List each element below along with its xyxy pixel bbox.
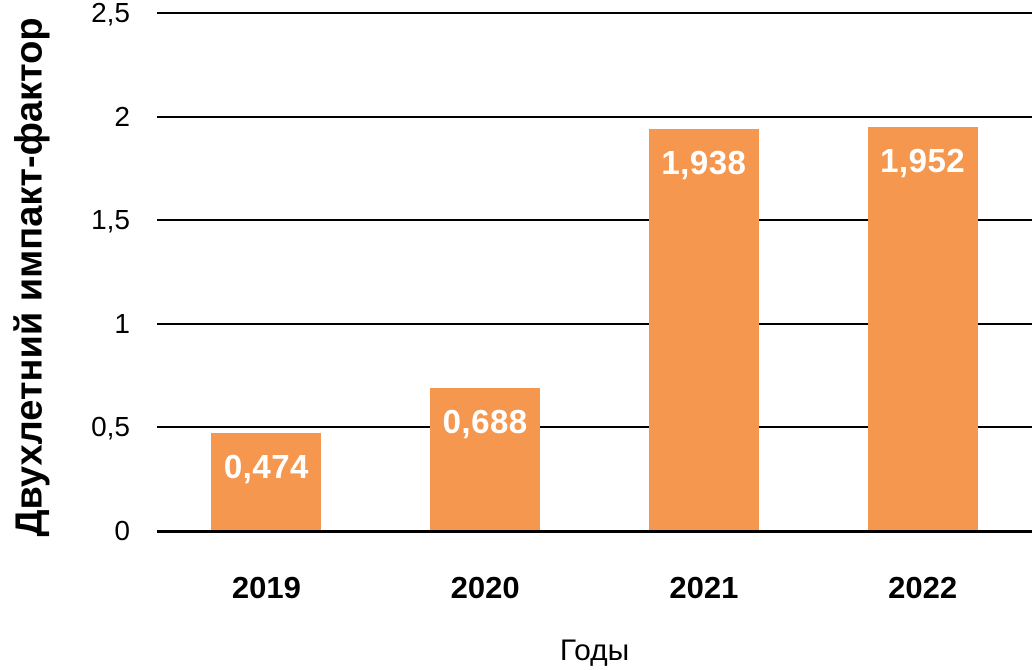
y-tick-label: 0,5: [91, 411, 130, 443]
bar-2022: 1,952: [867, 126, 978, 531]
y-tick-label: 2,5: [91, 0, 130, 28]
bar-2020: 0,688: [430, 388, 541, 531]
x-axis-title: Годы: [559, 634, 630, 667]
x-tick-label-2019: 2019: [231, 570, 301, 605]
y-tick-label: 0: [114, 515, 130, 546]
x-tick-label-2021: 2021: [669, 570, 739, 605]
gridline: [157, 219, 1032, 222]
x-tick-label-2020: 2020: [450, 570, 520, 605]
bar-value-label: 0,688: [442, 403, 528, 441]
x-axis-tick-labels: 2019 2020 2021 2022: [157, 572, 1032, 608]
gridline: [157, 115, 1032, 118]
bar-2021: 1,938: [648, 129, 759, 531]
x-tick-label-2022: 2022: [888, 570, 958, 605]
bar-value-label: 1,952: [880, 141, 966, 179]
y-tick-label: 2: [114, 100, 130, 132]
gridline: [157, 322, 1032, 325]
bar-value-label: 0,474: [223, 447, 309, 485]
plot-area: 0,474 0,688 1,938 1,952: [157, 12, 1032, 533]
gridline: [157, 12, 1032, 14]
y-tick-label: 1: [114, 307, 130, 339]
y-tick-label: 1,5: [91, 204, 130, 236]
gridline: [157, 426, 1032, 429]
x-axis-line: [157, 529, 1032, 533]
bar-2019: 0,474: [211, 432, 322, 531]
y-axis-tick-labels: 0 0,5 1 1,5 2 2,5: [0, 0, 157, 545]
bar-value-label: 1,938: [661, 144, 747, 182]
